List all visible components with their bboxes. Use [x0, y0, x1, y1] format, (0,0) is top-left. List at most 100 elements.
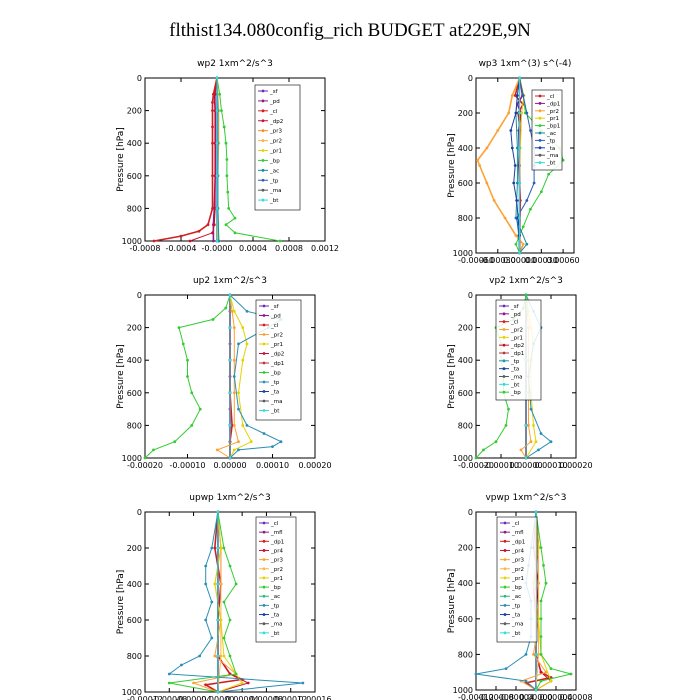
data-point	[525, 111, 529, 115]
legend-marker	[538, 131, 542, 135]
y-tick-label: 800	[127, 204, 142, 213]
legend-item-label: _ma	[510, 375, 522, 381]
legend-marker	[262, 371, 266, 374]
data-point	[216, 546, 220, 550]
data-point	[232, 309, 236, 313]
data-point	[532, 181, 536, 185]
legend-item-label: _pr1	[269, 149, 282, 155]
data-point	[211, 231, 214, 235]
legend-marker	[261, 198, 265, 202]
legend-item-label: _bp	[270, 585, 281, 591]
data-point	[173, 440, 177, 444]
data-point	[539, 679, 543, 683]
data-point	[507, 407, 510, 411]
data-point	[211, 109, 214, 112]
legend-item-label: _pr2	[546, 109, 559, 115]
data-point	[232, 391, 236, 395]
data-point	[232, 358, 236, 362]
data-point	[210, 546, 214, 550]
y-tick-label: 800	[458, 421, 473, 430]
x-tick-label: 0.00016	[298, 695, 331, 700]
legend-marker	[262, 521, 266, 525]
data-point	[529, 207, 532, 211]
y-tick-label: 200	[458, 109, 473, 118]
y-tick-label: 1000	[453, 249, 473, 258]
data-point	[220, 109, 223, 112]
legend-marker	[262, 333, 266, 336]
legend-marker	[262, 603, 266, 607]
y-tick-label: 800	[458, 650, 473, 659]
data-point	[216, 582, 220, 586]
data-point	[232, 326, 236, 329]
x-tick-label: -0.00004	[176, 695, 212, 700]
legend-item-label: _bt	[270, 631, 280, 637]
data-point	[496, 129, 500, 132]
y-tick-label: 1000	[453, 686, 473, 695]
data-point	[206, 223, 210, 227]
legend-item-label: _bp1	[546, 124, 560, 130]
legend-item-label: _bt	[510, 382, 520, 388]
x-tick-label: 0.00000	[509, 461, 542, 470]
chart-title: up2 1xm^2/s^3	[193, 276, 267, 286]
legend-marker	[261, 119, 265, 123]
legend-marker	[538, 161, 542, 165]
series-line-ac	[216, 77, 220, 242]
plot-frame	[475, 77, 575, 254]
data-point	[279, 440, 283, 444]
legend-item-label: _pd	[510, 312, 521, 318]
data-point	[228, 358, 232, 362]
data-point	[521, 225, 525, 229]
legend-item-label: _sf	[269, 89, 279, 95]
legend-marker	[262, 304, 266, 308]
data-point	[534, 440, 538, 444]
y-tick-label: 400	[127, 356, 142, 365]
legend-marker	[503, 622, 507, 626]
legend: _cl_dp1 _pr2_pr1 _bp1_ac_tp _ta_ma _bt	[531, 89, 563, 171]
data-point	[549, 440, 553, 444]
legend-marker	[503, 585, 507, 589]
legend-marker	[502, 312, 506, 316]
data-point	[514, 242, 518, 246]
data-point	[198, 654, 202, 658]
data-point	[211, 174, 214, 178]
y-tick-label: 0	[137, 291, 142, 300]
data-point	[515, 181, 519, 185]
legend-marker	[503, 576, 507, 580]
legend-marker	[538, 124, 542, 127]
legend-marker	[261, 178, 265, 182]
data-point	[549, 667, 553, 671]
data-point	[478, 164, 482, 167]
data-point	[218, 92, 222, 96]
legend-marker	[502, 351, 506, 355]
legend-item-label: _cl	[510, 320, 519, 326]
data-point	[301, 681, 305, 685]
y-tick-label: 800	[127, 421, 142, 430]
data-point	[539, 653, 543, 656]
chart-panel-3: up2 1xm^2/s^3 Pressure [hPa] 0 200 400 600 800…	[116, 276, 332, 470]
legend-item-label: _mfl	[270, 530, 283, 536]
data-point	[211, 141, 214, 145]
y-tick-label: 0	[468, 291, 473, 300]
y-tick-label: 600	[127, 172, 142, 181]
legend-marker	[503, 530, 507, 534]
y-tick-label: 600	[458, 389, 473, 398]
data-point	[534, 510, 538, 514]
data-point	[186, 375, 189, 378]
legend-marker	[261, 149, 265, 152]
legend-marker	[502, 335, 506, 339]
data-point	[188, 239, 192, 243]
legend-marker	[503, 603, 507, 607]
data-point	[504, 424, 508, 427]
data-point	[519, 448, 523, 452]
legend-marker	[262, 631, 266, 635]
data-point	[539, 432, 543, 435]
data-point	[210, 636, 214, 640]
data-point	[549, 679, 553, 683]
data-point	[518, 76, 521, 80]
legend-marker	[538, 102, 542, 105]
legend-item-label: _ta	[510, 367, 519, 373]
data-point	[230, 424, 234, 427]
data-point	[143, 456, 147, 460]
data-point	[513, 94, 517, 97]
legend-item-label: _pr1	[510, 335, 523, 341]
